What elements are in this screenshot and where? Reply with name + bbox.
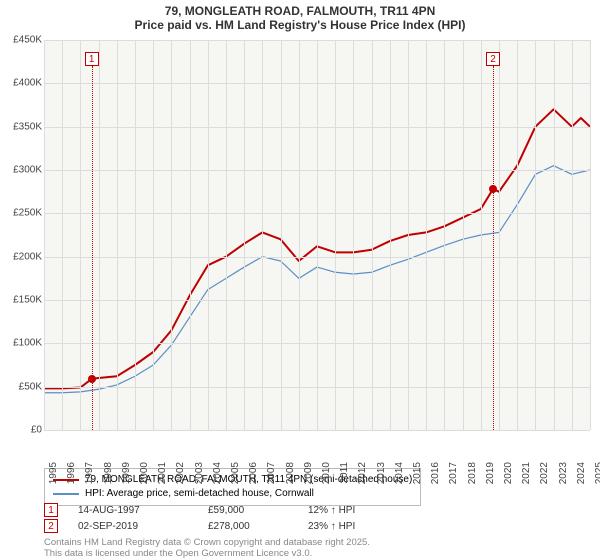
x-axis-label: 2012 [357, 462, 368, 484]
y-axis-label: £200K [2, 251, 42, 262]
x-axis-label: 2021 [521, 462, 532, 484]
gridline-vertical [517, 40, 518, 430]
gridline-vertical [262, 40, 263, 430]
gridline-vertical [117, 40, 118, 430]
sale-pct: 12% ↑ HPI [308, 505, 355, 516]
sale-date: 14-AUG-1997 [78, 505, 188, 516]
gridline-vertical [135, 40, 136, 430]
legend-label: HPI: Average price, semi-detached house,… [85, 487, 314, 501]
gridline-vertical [171, 40, 172, 430]
x-axis-label: 2013 [376, 462, 387, 484]
x-axis-label: 2011 [339, 462, 350, 484]
x-axis-label: 2009 [303, 462, 314, 484]
gridline-vertical [390, 40, 391, 430]
sale-date: 02-SEP-2019 [78, 521, 188, 532]
x-axis-label: 2008 [285, 462, 296, 484]
x-axis-label: 2010 [321, 462, 332, 484]
x-axis-label: 2006 [248, 462, 259, 484]
x-axis-label: 2004 [212, 462, 223, 484]
x-axis-label: 1999 [121, 462, 132, 484]
x-axis-label: 2020 [503, 462, 514, 484]
attribution-line1: Contains HM Land Registry data © Crown c… [44, 537, 370, 548]
marker-line [493, 66, 494, 430]
gridline-vertical [99, 40, 100, 430]
x-axis-label: 2018 [467, 462, 478, 484]
plot-area [44, 40, 590, 430]
chart-title-line1: 79, MONGLEATH ROAD, FALMOUTH, TR11 4PN [0, 0, 600, 18]
x-axis-label: 2025 [594, 462, 600, 484]
marker-box: 2 [486, 52, 500, 66]
gridline-vertical [226, 40, 227, 430]
gridline-vertical [444, 40, 445, 430]
gridline-vertical [554, 40, 555, 430]
y-axis-label: £100K [2, 338, 42, 349]
y-axis-label: £400K [2, 78, 42, 89]
x-axis-label: 2001 [157, 462, 168, 484]
sales-table: 1 14-AUG-1997 £59,000 12% ↑ HPI 2 02-SEP-2019… [44, 502, 355, 534]
sale-marker: 1 [44, 503, 58, 517]
attribution: Contains HM Land Registry data © Crown c… [44, 538, 370, 560]
gridline-vertical [244, 40, 245, 430]
gridline-vertical [153, 40, 154, 430]
x-axis-label: 2019 [485, 462, 496, 484]
marker-box: 1 [85, 52, 99, 66]
gridline-vertical [44, 40, 45, 430]
gridline-vertical [572, 40, 573, 430]
gridline-vertical [281, 40, 282, 430]
gridline-vertical [590, 40, 591, 430]
sale-price: £59,000 [208, 505, 288, 516]
gridline-vertical [80, 40, 81, 430]
x-axis-label: 2024 [576, 462, 587, 484]
gridline-vertical [426, 40, 427, 430]
x-axis-label: 2016 [430, 462, 441, 484]
chart-title-line2: Price paid vs. HM Land Registry's House … [0, 18, 600, 36]
gridline-vertical [499, 40, 500, 430]
x-axis-label: 1998 [103, 462, 114, 484]
y-axis-label: £0 [2, 425, 42, 436]
gridline-vertical [62, 40, 63, 430]
y-axis-label: £450K [2, 35, 42, 46]
gridline-vertical [335, 40, 336, 430]
x-axis-label: 1996 [66, 462, 77, 484]
gridline-vertical [408, 40, 409, 430]
sale-row: 2 02-SEP-2019 £278,000 23% ↑ HPI [44, 518, 355, 534]
gridline-vertical [299, 40, 300, 430]
x-axis-label: 2000 [139, 462, 150, 484]
x-axis-label: 2002 [175, 462, 186, 484]
sale-price: £278,000 [208, 521, 288, 532]
x-axis-label: 1995 [48, 462, 59, 484]
gridline-vertical [463, 40, 464, 430]
y-axis-label: £350K [2, 121, 42, 132]
x-axis-label: 2022 [539, 462, 550, 484]
gridline-vertical [481, 40, 482, 430]
legend-swatch [53, 493, 79, 494]
x-axis-label: 2007 [266, 462, 277, 484]
y-axis-label: £50K [2, 381, 42, 392]
y-axis-label: £300K [2, 165, 42, 176]
y-axis-label: £250K [2, 208, 42, 219]
x-axis-label: 2023 [558, 462, 569, 484]
x-axis-label: 2017 [448, 462, 459, 484]
legend-item: HPI: Average price, semi-detached house,… [53, 487, 412, 501]
gridline-vertical [190, 40, 191, 430]
gridline-vertical [372, 40, 373, 430]
sale-marker: 2 [44, 519, 58, 533]
sale-row: 1 14-AUG-1997 £59,000 12% ↑ HPI [44, 502, 355, 518]
x-axis-label: 1997 [84, 462, 95, 484]
x-axis-label: 2015 [412, 462, 423, 484]
y-axis-label: £150K [2, 295, 42, 306]
marker-line [92, 66, 93, 430]
x-axis-label: 2003 [194, 462, 205, 484]
gridline-vertical [317, 40, 318, 430]
x-axis-label: 2014 [394, 462, 405, 484]
sale-pct: 23% ↑ HPI [308, 521, 355, 532]
gridline-horizontal [44, 430, 590, 431]
gridline-vertical [535, 40, 536, 430]
gridline-vertical [353, 40, 354, 430]
chart-container: 79, MONGLEATH ROAD, FALMOUTH, TR11 4PN P… [0, 0, 600, 560]
gridline-vertical [208, 40, 209, 430]
x-axis-label: 2005 [230, 462, 241, 484]
attribution-line2: This data is licensed under the Open Gov… [44, 548, 312, 559]
